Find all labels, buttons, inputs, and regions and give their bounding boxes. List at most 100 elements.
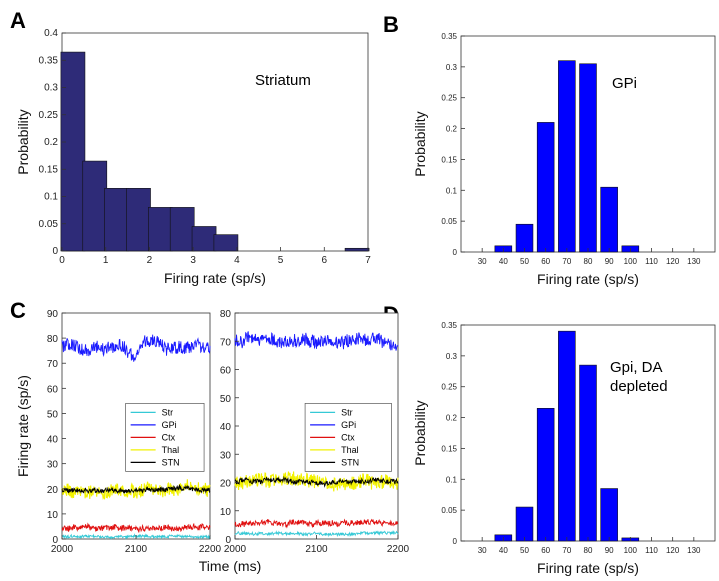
y-axis-label: Probability <box>15 109 31 174</box>
x-tick-label: 100 <box>624 546 638 555</box>
x-tick-label: 2100 <box>125 544 148 555</box>
x-tick-label: 2 <box>147 255 153 266</box>
series-line-stn <box>234 475 399 488</box>
legend-entry-thal: Thal <box>162 445 180 455</box>
x-tick-label: 30 <box>478 546 487 555</box>
histogram-bar <box>515 506 534 542</box>
x-tick-label: 50 <box>520 257 529 266</box>
y-tick-label: 90 <box>47 309 59 320</box>
x-tick-label: 2000 <box>51 544 74 555</box>
line-subplot-2: 0 10 20 30 40 50 60 70 80 2000 2100 2200 Str GPi Ctx Th… <box>220 309 410 555</box>
legend-entry-str: Str <box>162 407 174 417</box>
panel-annotation-line: depleted <box>610 378 668 395</box>
y-tick-label: 0.15 <box>441 155 457 164</box>
y-tick-label: 60 <box>220 366 232 377</box>
y-tick-label: 0.35 <box>441 321 457 330</box>
histogram-bar <box>579 364 597 542</box>
y-tick-label: 40 <box>47 435 59 446</box>
histogram-bar <box>191 226 217 252</box>
x-tick-label: 50 <box>520 546 529 555</box>
x-tick-label: 60 <box>541 257 550 266</box>
panel-b-gpi-histogram: 0 0.05 0.1 0.15 0.2 0.25 0.3 0.35 30 40 50 60 70 80 90… <box>412 32 716 287</box>
y-tick-label: 0 <box>225 535 231 546</box>
series-line-str <box>234 530 399 538</box>
y-tick-label: 0.2 <box>44 137 58 148</box>
x-tick-label: 90 <box>605 546 614 555</box>
histogram-bar <box>558 60 576 253</box>
y-tick-label: 10 <box>47 510 59 521</box>
x-tick-label: 3 <box>190 255 196 266</box>
series-line-ctx <box>234 518 399 529</box>
x-tick-label: 60 <box>541 546 550 555</box>
histogram-bar <box>600 186 618 253</box>
histogram-bar <box>344 247 370 252</box>
x-tick-label: 120 <box>666 546 680 555</box>
y-tick-label: 0.35 <box>441 32 457 41</box>
histogram-bar <box>558 330 576 542</box>
panel-a-striatum-histogram: 0 0.05 0.1 0.15 0.2 0.25 0.3 0.35 0.4 0 1 2 3 4 5 6 7 Fir… <box>15 28 371 286</box>
histogram-bar <box>82 160 108 252</box>
legend-entry-str: Str <box>341 407 353 417</box>
histogram-bar <box>126 188 151 252</box>
y-tick-label: 0.1 <box>446 186 458 195</box>
panel-letter-a: A <box>10 8 26 33</box>
histogram-bar <box>104 188 129 252</box>
legend-entry-ctx: Ctx <box>341 432 355 442</box>
y-tick-label: 0.25 <box>441 94 457 103</box>
panel-letter-b: B <box>383 12 399 37</box>
y-tick-label: 0 <box>453 537 458 546</box>
x-axis-label: Firing rate (sp/s) <box>164 270 266 286</box>
y-tick-label: 50 <box>220 394 232 405</box>
series-line-thal <box>61 479 211 500</box>
series-line-gpi <box>61 334 211 362</box>
panel-c-firing-rate-traces: 0 10 20 30 40 50 60 70 80 90 2000 2100 2200 Str GPi Ctx… <box>15 309 410 574</box>
y-tick-label: 40 <box>220 422 232 433</box>
x-tick-label: 120 <box>666 257 680 266</box>
y-tick-label: 0.3 <box>44 83 58 94</box>
legend: Str GPi Ctx Thal STN <box>304 403 392 472</box>
legend-entry-stn: STN <box>341 457 359 467</box>
y-tick-label: 0.25 <box>39 110 59 121</box>
y-tick-label: 20 <box>47 485 59 496</box>
histogram-bar <box>169 207 195 252</box>
y-axis-label: Probability <box>412 400 428 465</box>
histogram-bar <box>579 63 597 253</box>
x-tick-label: 90 <box>605 257 614 266</box>
legend-entry-thal: Thal <box>341 445 359 455</box>
x-tick-label: 2100 <box>305 544 328 555</box>
histogram-bar <box>536 122 555 253</box>
y-tick-label: 30 <box>47 460 59 471</box>
y-tick-label: 0.1 <box>446 475 458 484</box>
y-tick-label: 0 <box>52 535 58 546</box>
series-line-ctx <box>61 522 211 533</box>
y-tick-label: 0.3 <box>446 352 458 361</box>
x-tick-label: 30 <box>478 257 487 266</box>
x-axis-label: Time (ms) <box>199 558 261 574</box>
legend-entry-stn: STN <box>162 457 180 467</box>
histogram-bar <box>148 207 173 252</box>
y-tick-label: 0.4 <box>44 28 58 39</box>
x-tick-label: 80 <box>584 257 593 266</box>
y-tick-label: 0.05 <box>441 217 457 226</box>
x-tick-label: 2200 <box>387 544 410 555</box>
x-tick-label: 0 <box>59 255 65 266</box>
x-tick-label: 5 <box>278 255 284 266</box>
x-tick-label: 80 <box>584 546 593 555</box>
y-tick-label: 0.05 <box>441 506 457 515</box>
x-tick-label: 110 <box>645 546 658 555</box>
legend: Str GPi Ctx Thal STN <box>125 403 205 472</box>
x-axis-label: Firing rate (sp/s) <box>537 271 639 287</box>
y-tick-label: 0 <box>453 248 458 257</box>
y-tick-label: 60 <box>47 384 59 395</box>
panel-annotation: Striatum <box>255 72 311 89</box>
x-tick-label: 6 <box>322 255 328 266</box>
y-tick-label: 0.1 <box>44 192 58 203</box>
x-tick-label: 40 <box>499 546 508 555</box>
histogram-bar <box>600 488 618 542</box>
y-tick-label: 0.35 <box>39 55 59 66</box>
y-tick-label: 70 <box>47 359 59 370</box>
legend-entry-gpi: GPi <box>162 420 177 430</box>
y-axis-label: Firing rate (sp/s) <box>15 375 31 477</box>
y-tick-label: 0.3 <box>446 63 458 72</box>
